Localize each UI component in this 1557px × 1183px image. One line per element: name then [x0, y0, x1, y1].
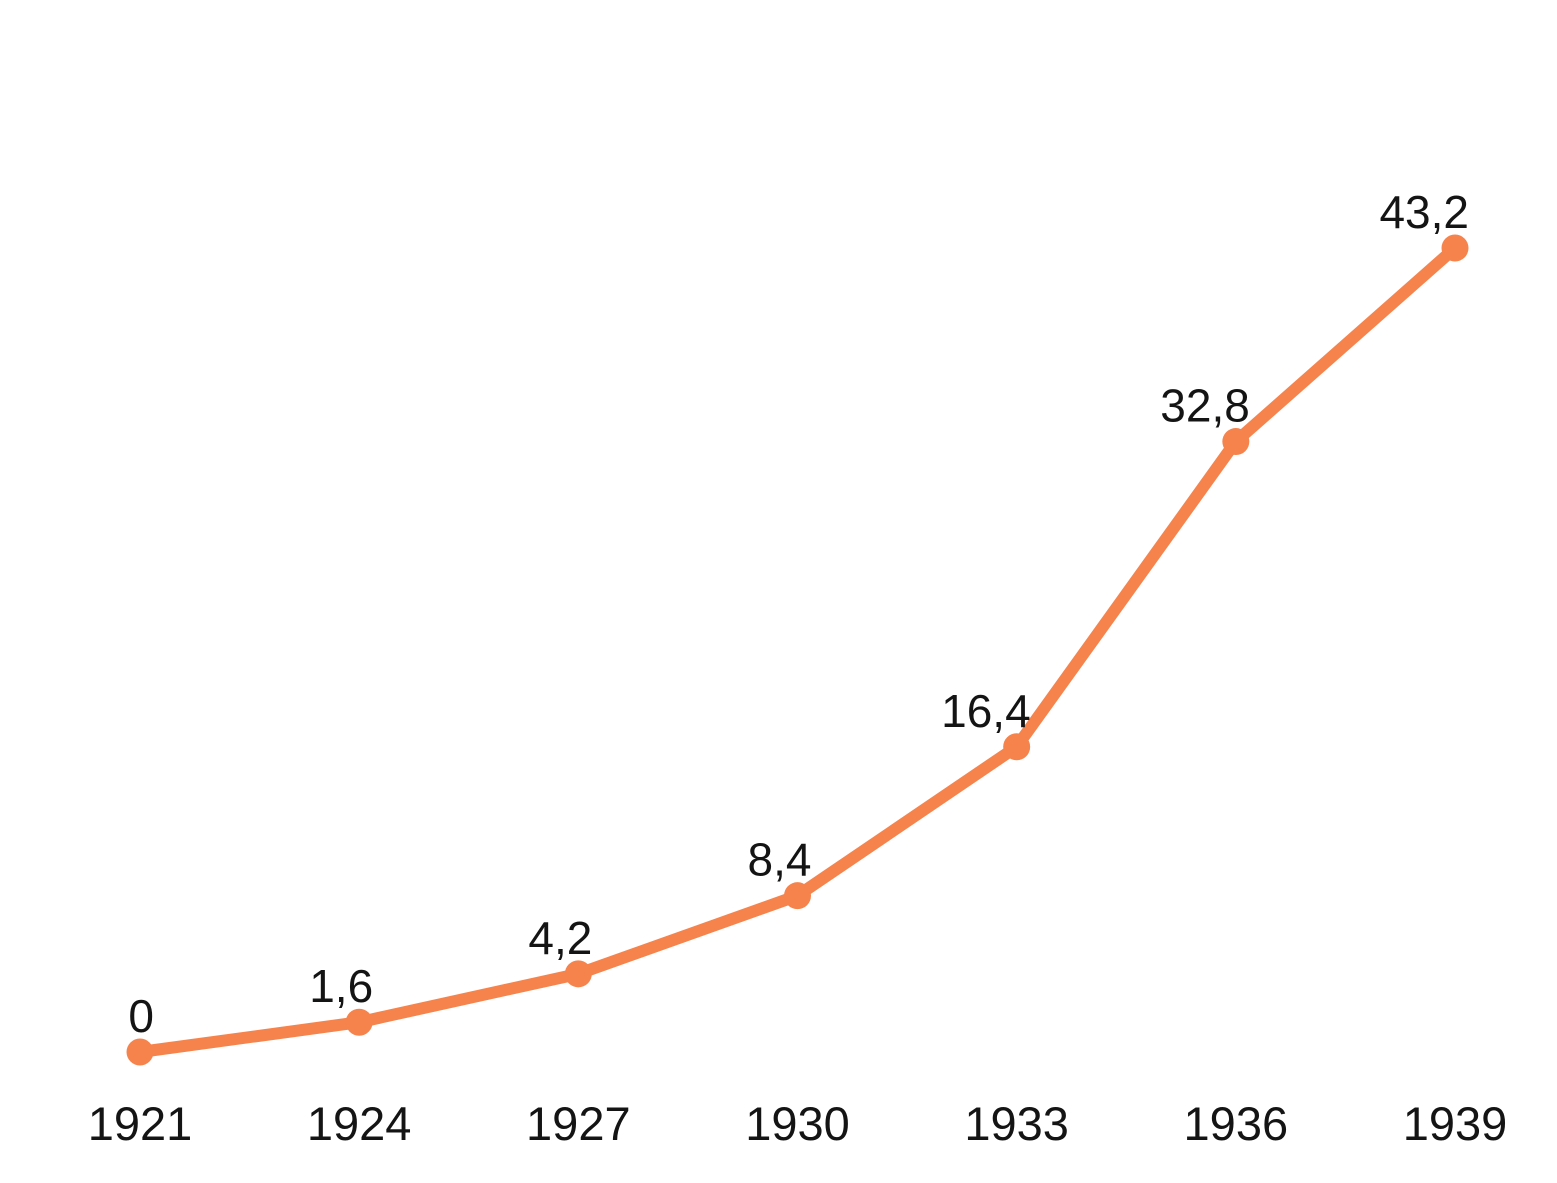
data-point-marker — [1441, 234, 1469, 262]
data-point-label: 8,4 — [748, 834, 812, 886]
data-point-label: 0 — [128, 990, 154, 1042]
data-point-marker — [1222, 428, 1250, 456]
x-axis-tick-label: 1921 — [88, 1097, 193, 1150]
data-point-label: 16,4 — [941, 685, 1031, 737]
data-point-marker — [126, 1038, 154, 1066]
data-point-label: 32,8 — [1160, 380, 1250, 432]
data-point-label: 1,6 — [309, 960, 373, 1012]
data-point-label: 4,2 — [528, 912, 592, 964]
x-axis-tick-label: 1927 — [526, 1097, 631, 1150]
x-axis-tick-label: 1933 — [964, 1097, 1069, 1150]
data-point-marker — [1003, 733, 1031, 761]
data-point-marker — [564, 960, 592, 988]
x-axis-tick-label: 1939 — [1403, 1097, 1508, 1150]
x-axis-tick-label: 1936 — [1184, 1097, 1289, 1150]
data-point-label: 43,2 — [1379, 186, 1469, 238]
data-point-marker — [345, 1008, 373, 1036]
data-point-marker — [784, 882, 811, 910]
x-axis-tick-label: 1924 — [307, 1097, 412, 1150]
x-axis-tick-label: 1930 — [745, 1097, 850, 1150]
